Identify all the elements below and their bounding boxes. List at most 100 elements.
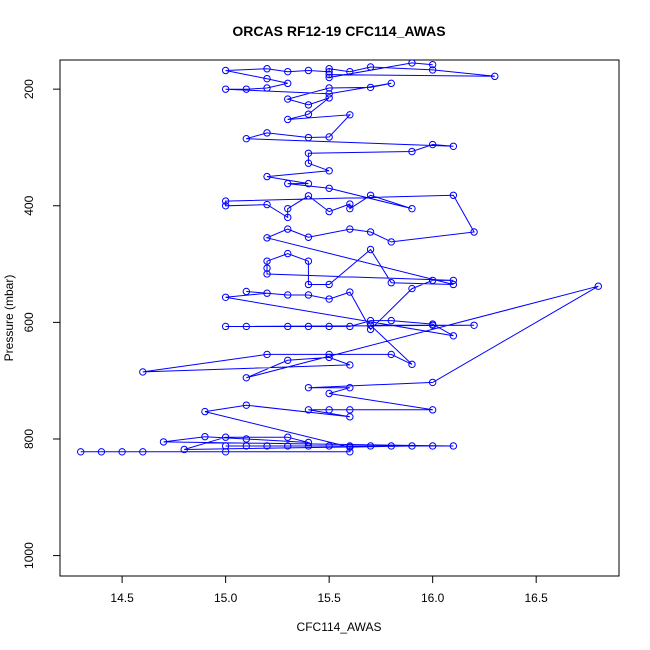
data-point xyxy=(325,73,333,82)
data-point xyxy=(366,245,375,254)
data-point xyxy=(284,95,292,103)
data-point xyxy=(346,413,354,421)
data-point xyxy=(346,67,354,76)
data-point xyxy=(408,204,416,213)
data-point xyxy=(242,135,251,143)
data-point xyxy=(221,433,230,441)
data-point xyxy=(428,320,437,328)
data-point xyxy=(346,361,354,369)
data-point xyxy=(325,70,333,79)
data-point xyxy=(242,401,251,409)
y-tick-label: 800 xyxy=(22,429,36,449)
data-point xyxy=(284,115,292,124)
x-tick-label: 14.5 xyxy=(110,591,134,605)
data-point xyxy=(263,270,271,278)
data-point xyxy=(346,225,354,233)
data-point xyxy=(470,321,478,329)
data-point xyxy=(366,191,375,199)
data-point xyxy=(304,133,313,142)
data-point xyxy=(304,383,313,392)
data-point xyxy=(263,264,271,272)
data-point xyxy=(263,74,271,83)
data-point xyxy=(325,295,333,303)
data-point xyxy=(221,202,230,210)
data-point xyxy=(304,66,313,75)
data-point xyxy=(449,280,458,289)
data-point xyxy=(325,280,333,289)
data-point xyxy=(387,79,395,88)
data-point xyxy=(325,322,333,331)
data-point xyxy=(139,368,147,376)
data-point xyxy=(242,442,251,450)
data-point xyxy=(263,257,271,265)
data-point xyxy=(387,316,395,325)
data-point xyxy=(159,438,168,446)
data-point xyxy=(346,448,354,456)
data-point xyxy=(284,179,292,188)
data-point xyxy=(387,350,395,359)
data-point xyxy=(325,65,333,73)
data-point xyxy=(304,406,313,414)
x-tick-label: 15.0 xyxy=(214,591,238,605)
data-point xyxy=(263,200,271,209)
data-point xyxy=(304,322,313,331)
data-point xyxy=(346,443,354,451)
data-point xyxy=(449,276,458,285)
y-axis-label: Pressure (mbar) xyxy=(2,275,16,362)
data-point xyxy=(325,442,333,450)
data-point xyxy=(428,66,437,74)
data-point xyxy=(325,94,333,102)
data-point xyxy=(325,133,333,141)
data-point xyxy=(366,321,375,329)
data-point xyxy=(387,279,395,287)
data-point xyxy=(139,448,147,456)
y-tick-label: 600 xyxy=(22,312,36,332)
data-point xyxy=(263,289,271,297)
data-point xyxy=(594,282,602,290)
x-tick-label: 15.5 xyxy=(317,591,341,605)
data-point xyxy=(263,442,271,450)
data-point xyxy=(387,442,395,450)
data-point xyxy=(304,179,313,188)
data-point xyxy=(201,407,209,416)
data-point xyxy=(304,101,313,109)
data-point xyxy=(304,233,313,241)
y-tick-label: 1000 xyxy=(22,542,36,569)
data-point xyxy=(449,191,458,199)
data-point xyxy=(284,249,292,258)
data-point xyxy=(346,322,354,331)
data-point xyxy=(221,197,230,205)
data-point xyxy=(408,147,416,156)
data-point xyxy=(221,448,230,456)
data-point xyxy=(491,72,499,81)
data-point xyxy=(263,84,271,92)
data-point xyxy=(387,238,395,246)
data-point xyxy=(263,129,271,137)
data-point xyxy=(284,442,292,450)
data-point xyxy=(304,149,313,157)
x-axis: 14.5 15.0 15.5 16.0 16.5 xyxy=(110,576,548,605)
data-point xyxy=(366,442,375,450)
data-point xyxy=(221,85,230,93)
data-point xyxy=(366,325,375,334)
data-point xyxy=(304,291,313,299)
data-point xyxy=(284,204,292,213)
data-point xyxy=(97,448,106,456)
data-point xyxy=(325,184,333,192)
data-point xyxy=(449,142,458,150)
data-point xyxy=(408,284,416,293)
data-point xyxy=(325,207,333,216)
data-point xyxy=(346,204,354,213)
x-tick-label: 16.5 xyxy=(525,591,549,605)
data-point xyxy=(428,442,437,450)
data-point xyxy=(242,435,251,443)
data-point xyxy=(408,442,416,450)
data-point xyxy=(284,213,292,222)
data-point xyxy=(346,406,354,414)
data-point xyxy=(242,85,251,93)
data-point xyxy=(325,353,333,362)
data-point xyxy=(284,291,292,299)
data-point xyxy=(408,60,416,67)
data-point xyxy=(77,448,85,456)
